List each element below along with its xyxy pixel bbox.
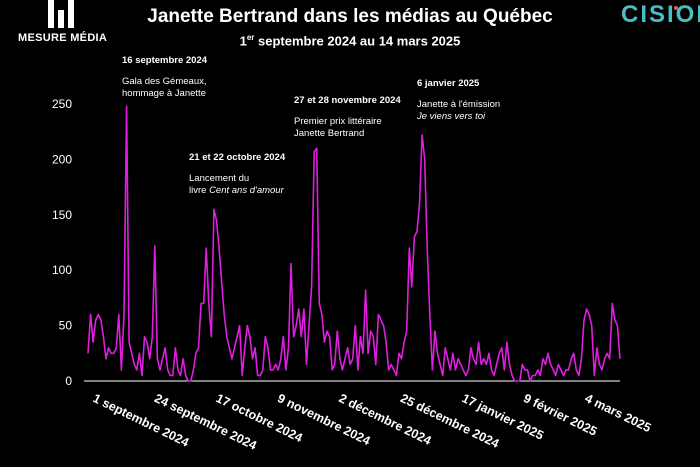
subtitle-prefix: 1 — [239, 33, 247, 49]
subtitle-superscript: er — [246, 33, 255, 42]
annotation-line2: livre Cent ans d'amour — [189, 185, 285, 197]
y-tick-label: 150 — [52, 208, 72, 222]
annotation-line1: Janette à l'émission — [417, 99, 501, 110]
annotation-date: 27 et 28 novembre 2024 — [294, 95, 401, 106]
annotation-date: 6 janvier 2025 — [417, 78, 480, 89]
annotation-date: 21 et 22 octobre 2024 — [189, 152, 286, 163]
y-axis: 0 50 100 150 200 250 — [52, 97, 72, 388]
annotation-line2: Je viens vers toi — [417, 111, 500, 123]
subtitle-rest: septembre 2024 au 14 mars 2025 — [254, 33, 461, 49]
y-tick-label: 200 — [52, 152, 72, 166]
annotation-line1: Gala des Gémeaux, — [122, 76, 207, 87]
annotation-line2: Janette Bertrand — [294, 128, 401, 140]
mesure-media-label: MESURE MÉDIA — [18, 32, 108, 44]
y-tick-label: 100 — [52, 263, 72, 277]
annotation-prix: 27 et 28 novembre 2024 Premier prix litt… — [294, 95, 401, 140]
series-line-mentions — [87, 105, 621, 382]
annotation-line2-text: livre — [189, 185, 210, 196]
annotation-line1: Lancement du — [189, 173, 250, 184]
cision-dot-icon — [674, 6, 678, 10]
annotation-line1: Premier prix littéraire — [294, 116, 382, 127]
y-tick-label: 250 — [52, 97, 72, 111]
annotation-date: 16 septembre 2024 — [122, 55, 208, 66]
y-tick-label: 50 — [59, 319, 73, 333]
chart-title: Janette Bertrand dans les médias au Québ… — [147, 6, 553, 27]
cision-logo: CISION — [621, 1, 700, 28]
chart-subtitle: 1er septembre 2024 au 14 mars 2025 — [0, 33, 700, 48]
x-tick-label: 24 septembre 2024 — [152, 391, 259, 453]
annotation-line2-text: Janette Bertrand — [294, 128, 365, 139]
annotation-line2-text: hommage à Janette — [122, 88, 206, 99]
annotation-livre: 21 et 22 octobre 2024 Lancement du livre… — [189, 152, 285, 197]
annotation-line2: hommage à Janette — [122, 88, 207, 100]
annotation-line2-italic: Cent ans d'amour — [209, 185, 284, 196]
y-tick-label: 0 — [65, 374, 72, 388]
annotation-gala: 16 septembre 2024 Gala des Gémeaux, homm… — [122, 55, 207, 100]
bars-logo-icon — [48, 0, 98, 30]
annotation-emission: 6 janvier 2025 Janette à l'émission Je v… — [417, 78, 500, 123]
mesure-media-logo: MESURE MÉDIA — [18, 0, 118, 48]
annotation-line2-italic: Je viens vers toi — [417, 111, 486, 122]
